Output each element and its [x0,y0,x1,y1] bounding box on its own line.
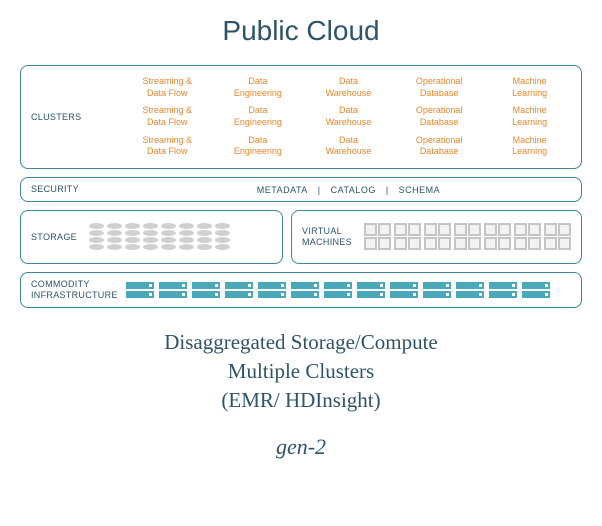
vm-block: VIRTUALMACHINES [291,210,582,264]
storage-icons [89,223,230,250]
generation-label: gen-2 [20,434,582,460]
vm-cluster-icon [454,223,481,250]
footer-line-2: Multiple Clusters [20,357,582,386]
server-rack-icon [489,282,517,298]
server-rack-icon [291,282,319,298]
disk-stack-icon [161,223,176,250]
cluster-item: DataWarehouse [307,76,390,99]
server-rack-icon [159,282,187,298]
server-rack-icon [324,282,352,298]
server-rack-icon [225,282,253,298]
cluster-item: DataWarehouse [307,105,390,128]
security-block: SECURITY METADATA|CATALOG|SCHEMA [20,177,582,202]
clusters-row: Streaming &Data Flow DataEngineering DataW… [126,105,571,128]
cluster-item: DataEngineering [217,135,300,158]
server-rack-icon [126,282,154,298]
vm-cluster-icon [394,223,421,250]
storage-label: STORAGE [31,232,89,243]
cluster-item: OperationalDatabase [398,105,481,128]
disk-stack-icon [89,223,104,250]
disk-stack-icon [179,223,194,250]
server-rack-icon [423,282,451,298]
cluster-item: DataWarehouse [307,135,390,158]
cluster-item: Streaming &Data Flow [126,135,209,158]
footer-line-1: Disaggregated Storage/Compute [20,328,582,357]
commodity-icons [126,282,550,298]
disk-stack-icon [125,223,140,250]
clusters-block: CLUSTERS Streaming &Data Flow DataEnginee… [20,65,582,169]
vm-icons [364,223,571,250]
clusters-label: CLUSTERS [31,112,126,123]
cluster-item: MachineLearning [488,76,571,99]
server-rack-icon [456,282,484,298]
security-items: METADATA|CATALOG|SCHEMA [126,185,571,195]
vm-cluster-icon [424,223,451,250]
vm-cluster-icon [364,223,391,250]
footer-text: Disaggregated Storage/Compute Multiple C… [20,328,582,416]
disk-stack-icon [143,223,158,250]
cluster-item: Streaming &Data Flow [126,76,209,99]
server-rack-icon [522,282,550,298]
footer-line-3: (EMR/ HDInsight) [20,386,582,415]
disk-stack-icon [197,223,212,250]
storage-block: STORAGE [20,210,283,264]
cluster-item: Streaming &Data Flow [126,105,209,128]
cluster-item: DataEngineering [217,76,300,99]
vm-cluster-icon [544,223,571,250]
cluster-item: OperationalDatabase [398,135,481,158]
clusters-row: Streaming &Data Flow DataEngineering DataW… [126,135,571,158]
clusters-grid: Streaming &Data Flow DataEngineering DataW… [126,76,571,158]
commodity-block: COMMODITYINFRASTRUCTURE [20,272,582,308]
server-rack-icon [390,282,418,298]
cluster-item: DataEngineering [217,105,300,128]
server-rack-icon [258,282,286,298]
cluster-item: OperationalDatabase [398,76,481,99]
cluster-item: MachineLearning [488,105,571,128]
disk-stack-icon [215,223,230,250]
server-rack-icon [357,282,385,298]
page-title: Public Cloud [20,15,582,47]
cluster-item: MachineLearning [488,135,571,158]
vm-cluster-icon [514,223,541,250]
disk-stack-icon [107,223,122,250]
commodity-label: COMMODITYINFRASTRUCTURE [31,279,126,301]
vm-cluster-icon [484,223,511,250]
vm-label: VIRTUALMACHINES [302,226,364,248]
security-label: SECURITY [31,184,126,195]
clusters-row: Streaming &Data Flow DataEngineering DataW… [126,76,571,99]
server-rack-icon [192,282,220,298]
